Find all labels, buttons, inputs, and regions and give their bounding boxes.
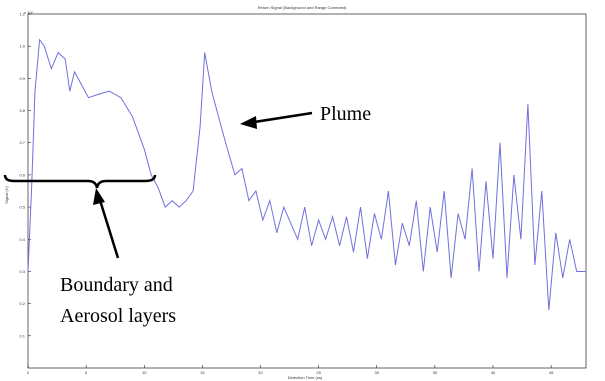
boundary-annotation-line1: Boundary and <box>60 274 173 296</box>
x-tick-label: 15 <box>200 370 205 375</box>
y-ticks: 1.1 1.0 0.9 0.8 0.7 0.6 0.5 0.4 0.3 0.2 0.1 <box>19 12 31 338</box>
plume-arrow-shaft <box>247 111 313 125</box>
y-tick-label: 0.8 <box>19 108 25 113</box>
y-tick-label: 0.7 <box>19 140 25 145</box>
y-tick-label: 0.4 <box>19 237 25 242</box>
x-tick-label: 40 <box>491 370 496 375</box>
x-tick-label: 5 <box>85 370 88 375</box>
y-tick-label: 0.9 <box>19 76 25 81</box>
x-tick-label: 25 <box>316 370 321 375</box>
boundary-brace <box>3 174 157 189</box>
x-tick-label: 10 <box>142 370 147 375</box>
chart-title: Return Signal (Background and Range Corr… <box>258 5 347 10</box>
plot-frame <box>27 13 587 369</box>
x-tick-label: 30 <box>375 370 380 375</box>
y-axis-label: Signal (V) <box>4 186 9 204</box>
x-tick-label: 35 <box>433 370 438 375</box>
boundary-arrow-shaft <box>97 196 120 259</box>
y-tick-label: 0.6 <box>19 172 25 177</box>
axis-exponent: x 10^ <box>24 10 34 15</box>
x-tick-label: 20 <box>258 370 263 375</box>
y-tick-label: 1.1 <box>19 12 25 17</box>
y-tick-label: 1.0 <box>19 44 25 49</box>
x-tick-label: 0 <box>27 370 30 375</box>
y-tick-label: 0.3 <box>19 269 25 274</box>
plume-arrow-head <box>240 116 257 129</box>
plume-annotation: Plume <box>320 103 371 125</box>
boundary-arrow-head <box>93 188 105 205</box>
x-tick-label: 45 <box>549 370 554 375</box>
y-tick-label: 0.1 <box>19 333 25 338</box>
x-ticks: 0 5 10 15 20 25 30 35 40 45 <box>27 365 554 375</box>
series-line <box>27 38 586 311</box>
y-tick-label: 0.2 <box>19 301 25 306</box>
x-axis-label: Detection Time (us) <box>288 375 323 380</box>
boundary-annotation-line2: Aerosol layers <box>60 305 176 327</box>
y-tick-label: 0.5 <box>19 205 25 210</box>
